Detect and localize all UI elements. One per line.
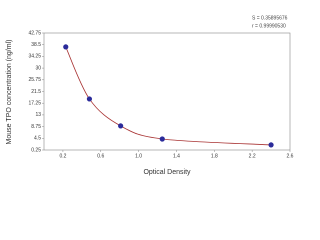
y-tick-label: 21.5 <box>31 89 41 95</box>
fit-curve <box>65 46 272 146</box>
y-tick-label: 4.5 <box>34 136 41 142</box>
x-tick-label: 0.6 <box>97 153 104 159</box>
x-tick-label: 1.0 <box>135 153 142 159</box>
annotation: r = 0.99990530 <box>252 23 286 29</box>
x-tick-label: 0.2 <box>59 153 66 159</box>
y-tick-label: 0.25 <box>31 147 41 153</box>
x-tick-label: 2.2 <box>249 153 256 159</box>
y-tick-label: 8.75 <box>31 124 41 130</box>
page: {"chart_data": { "type": "scatter", "x_l… <box>5 15 294 176</box>
y-tick-label: 30 <box>35 65 41 71</box>
point <box>63 44 69 50</box>
point <box>86 96 93 102</box>
x-tick-label: 1.8 <box>211 153 218 159</box>
y-tick-label: 34.25 <box>28 54 41 60</box>
point <box>268 142 274 148</box>
y-tick-label: 38.5 <box>31 42 41 48</box>
y-tick-label: 13 <box>35 112 41 118</box>
plot-frame <box>43 32 291 151</box>
y-tick-label: 25.75 <box>28 77 41 83</box>
y-tick-label: 42.75 <box>28 30 41 36</box>
x-tick-label: 1.4 <box>173 153 180 159</box>
y-tick-label: 17.25 <box>28 101 41 107</box>
x-tick-label: 2.6 <box>287 153 294 159</box>
annotation: S = 0.35895676 <box>252 15 288 21</box>
point <box>159 136 165 142</box>
point <box>118 123 124 129</box>
x-axis-title: Optical Density <box>143 169 191 176</box>
y-axis-title: Mouse TPO concentration (ng/ml) <box>6 40 13 145</box>
chart: Optical Density Mouse TPO concentration … <box>6 15 294 176</box>
